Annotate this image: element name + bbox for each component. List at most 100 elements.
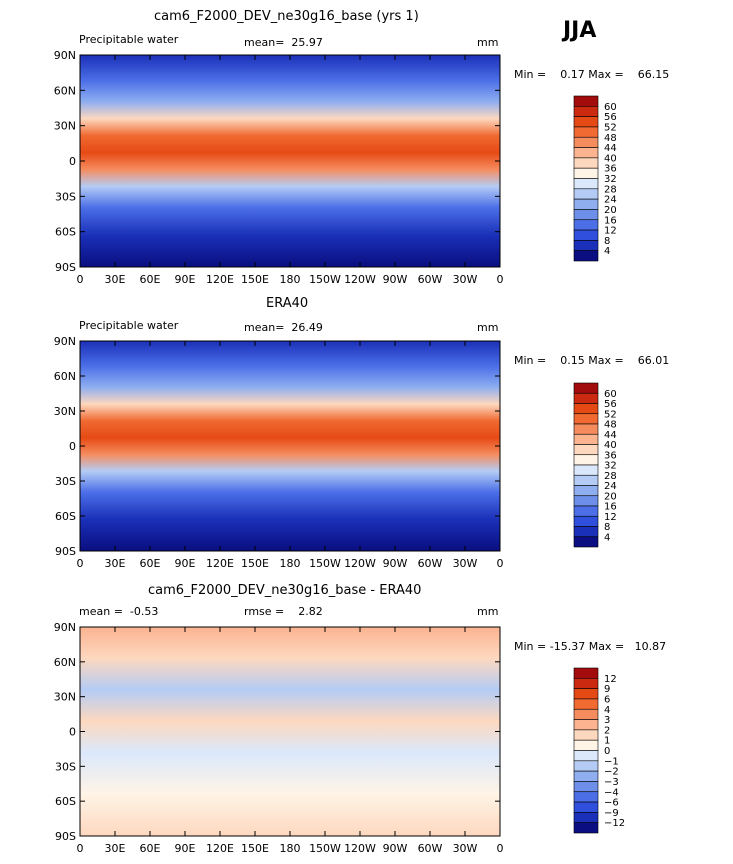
colorbar-swatch (573, 95, 599, 107)
panel-2-units: mm (477, 321, 499, 334)
colorbar-swatch (573, 240, 599, 251)
colorbar-swatch (573, 382, 599, 394)
panel-1-field (80, 55, 500, 267)
colorbar-label: 24 (604, 481, 617, 492)
season-label: JJA (563, 18, 597, 43)
colorbar-label: 52 (604, 122, 617, 133)
colorbar-label: 28 (604, 471, 617, 482)
colorbar-swatch (573, 698, 599, 710)
colorbar-swatch (573, 667, 599, 679)
colorbar-swatch (573, 822, 599, 834)
y-tick-label: 90S (55, 830, 76, 843)
colorbar-swatch (573, 739, 599, 751)
colorbar-swatch (573, 454, 599, 466)
panel-2-mean-label: mean= 26.49 (244, 321, 323, 334)
colorbar-label: 9 (604, 684, 610, 695)
panel-3-rmse-value: 2.82 (298, 605, 323, 618)
colorbar-swatch (573, 750, 599, 762)
x-tick-label: 150E (241, 557, 269, 570)
colorbar-swatch (573, 464, 599, 476)
y-tick-label: 30S (55, 475, 76, 488)
colorbar-swatch (573, 392, 599, 404)
panel-3-max-label: Max = (588, 640, 625, 653)
colorbar-label: 8 (604, 522, 610, 533)
colorbar-swatch (573, 423, 599, 435)
colorbar-label: 6 (604, 694, 610, 705)
x-tick-label: 0 (497, 842, 504, 855)
panel-3-max-value: 10.87 (634, 640, 667, 653)
panel-2-min-label: Min = (514, 354, 547, 367)
colorbar-swatch (573, 433, 599, 445)
x-tick-label: 60E (140, 273, 161, 286)
colorbar-label: 12 (604, 512, 617, 523)
panel-1-mean-value: 25.97 (291, 36, 323, 49)
colorbar-label: 3 (604, 715, 610, 726)
panel-1-min-label: Min = (514, 68, 547, 81)
y-tick-label: 30S (55, 760, 76, 773)
x-tick-label: 180 (280, 273, 301, 286)
colorbar-label: −2 (604, 767, 619, 778)
colorbar-label: −12 (604, 818, 625, 829)
panel-1-units: mm (477, 36, 499, 49)
x-tick-label: 120E (206, 557, 234, 570)
panel-3-rmse-text: rmse = (244, 605, 285, 618)
colorbar-label: 32 (604, 174, 617, 185)
x-tick-label: 30W (453, 842, 478, 855)
panel-1-plot: 0 30E 60E 90E 120E 150E 180 150W 120W 90W 60W 30W 09… (54, 49, 504, 286)
x-tick-label: 90W (383, 842, 408, 855)
panel-2-plot: 0 30E 60E 90E 120E 150E 180 150W 120W 90W 60W 30W 09… (54, 335, 504, 570)
colorbar-swatch (573, 198, 599, 210)
colorbar-swatch (573, 678, 599, 689)
panel-1-mean-label: mean= 25.97 (244, 36, 323, 49)
colorbar-swatch (573, 801, 599, 813)
x-tick-label: 0 (77, 273, 84, 286)
y-tick-label: 60S (55, 795, 76, 808)
colorbar-label: 2 (604, 725, 610, 736)
colorbar-swatch (573, 485, 599, 497)
x-tick-label: 30E (105, 842, 126, 855)
panel-3-minmax: Min = -15.37 Max = 10.87 (514, 640, 666, 653)
colorbar-swatch (573, 219, 599, 231)
panel-3-min-label: Min = (514, 640, 547, 653)
colorbar-swatch (573, 474, 599, 486)
colorbar-label: 28 (604, 184, 617, 195)
y-tick-label: 30N (54, 405, 76, 418)
colorbar-label: 12 (604, 226, 617, 237)
colorbar-swatch (573, 781, 599, 793)
colorbar-label: 44 (604, 430, 617, 441)
colorbar-label: 52 (604, 409, 617, 420)
y-tick-label: 0 (69, 726, 76, 739)
x-tick-label: 60E (140, 557, 161, 570)
colorbar-swatch (573, 136, 599, 148)
colorbar-swatch (573, 403, 599, 415)
colorbar-swatch (573, 178, 599, 190)
y-tick-label: 0 (69, 440, 76, 453)
colorbar-swatch (573, 167, 599, 179)
colorbar-label: 32 (604, 461, 617, 472)
x-tick-label: 120W (344, 273, 376, 286)
colorbar-label: 1 (604, 736, 610, 747)
panel-3-mean-value: -0.53 (129, 605, 159, 618)
panel-2-mean-value: 26.49 (291, 321, 323, 334)
colorbar-swatch (573, 688, 599, 700)
panel-2-mean-text: mean= (244, 321, 285, 334)
panel-3-rmse-label: rmse = 2.82 (244, 605, 323, 618)
colorbar-label: 44 (604, 143, 617, 154)
x-tick-label: 90E (175, 557, 196, 570)
x-tick-label: 60W (418, 273, 443, 286)
colorbar-label: 40 (604, 440, 617, 451)
colorbar-swatch (573, 791, 599, 803)
colorbar-label: 12 (604, 674, 617, 685)
colorbar-label: −9 (604, 808, 619, 819)
panel-1-max-value: 66.15 (637, 68, 670, 81)
panel-1-max-label: Max = (588, 68, 624, 81)
panel-3-plot: 0 30E 60E 90E 120E 150E 180 150W 120W 90W 60W 30W 09… (54, 621, 504, 855)
colorbar-label: 56 (604, 399, 617, 410)
y-tick-label: 90N (54, 621, 76, 634)
colorbar-label: 16 (604, 215, 617, 226)
colorbar-label: 0 (604, 746, 610, 757)
colorbar-label: 40 (604, 153, 617, 164)
